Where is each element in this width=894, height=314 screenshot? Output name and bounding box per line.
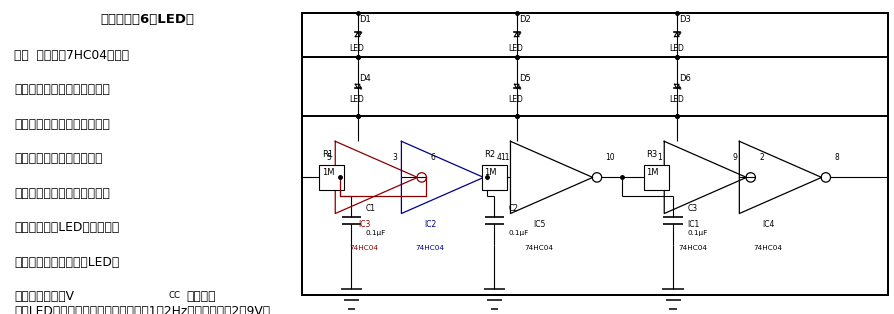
Text: 出，所以倒相器不断地按顺序: 出，所以倒相器不断地按顺序 xyxy=(14,187,110,200)
Text: 74HC04: 74HC04 xyxy=(350,245,378,251)
Text: 个相邻接的门总有相同的输: 个相邻接的门总有相同的输 xyxy=(14,152,103,165)
Text: C1: C1 xyxy=(366,203,375,213)
Text: CC: CC xyxy=(168,291,180,300)
Text: 0.1μF: 0.1μF xyxy=(509,230,529,236)
Text: 改变状态，使LED依次逐个点: 改变状态，使LED依次逐个点 xyxy=(14,221,120,234)
Bar xyxy=(644,165,669,190)
Text: 1M: 1M xyxy=(322,168,334,177)
Text: 9: 9 xyxy=(732,153,737,162)
Text: 74HC04: 74HC04 xyxy=(416,245,444,251)
Text: 74HC04: 74HC04 xyxy=(679,245,707,251)
Bar xyxy=(482,165,507,190)
Bar xyxy=(302,13,888,295)
Text: 闪烁速率，接在V: 闪烁速率，接在V xyxy=(14,290,74,303)
Text: 限制LED的电流。此电路的循环周期约1～2Hz，工作电压为2～9V。: 限制LED的电流。此电路的循环周期约1～2Hz，工作电压为2～9V。 xyxy=(14,305,270,314)
Text: D4: D4 xyxy=(359,74,371,83)
Text: C3: C3 xyxy=(687,203,697,213)
Text: 11: 11 xyxy=(500,153,510,162)
Text: LED: LED xyxy=(509,44,524,52)
Text: 74HC04: 74HC04 xyxy=(754,245,782,251)
Text: 的电阻可: 的电阻可 xyxy=(186,290,215,303)
Text: R1: R1 xyxy=(322,149,333,159)
Text: 2: 2 xyxy=(759,153,764,162)
Text: 奇数倒相器是不稳定电路，两: 奇数倒相器是不稳定电路，两 xyxy=(14,118,110,131)
Text: 电路  本电路将7HC04接成环: 电路 本电路将7HC04接成环 xyxy=(14,49,130,62)
Text: D1: D1 xyxy=(359,14,371,24)
Text: IC1: IC1 xyxy=(687,220,699,229)
Text: LED: LED xyxy=(350,95,365,104)
Text: 10: 10 xyxy=(605,153,615,162)
Text: IC2: IC2 xyxy=(424,220,436,229)
Text: 1M: 1M xyxy=(485,168,497,177)
Text: 3: 3 xyxy=(392,153,397,162)
Text: 路。在环路中，连接在一起的: 路。在环路中，连接在一起的 xyxy=(14,83,110,96)
Text: IC3: IC3 xyxy=(358,220,370,229)
Text: IC4: IC4 xyxy=(762,220,774,229)
Text: 1M: 1M xyxy=(646,168,659,177)
Text: LED: LED xyxy=(669,95,684,104)
Text: R2: R2 xyxy=(485,149,495,159)
Text: R3: R3 xyxy=(646,149,657,159)
Text: 6: 6 xyxy=(430,153,435,162)
Text: 4: 4 xyxy=(496,153,502,162)
Text: D5: D5 xyxy=(519,74,530,83)
Text: IC5: IC5 xyxy=(533,220,545,229)
Bar xyxy=(319,165,344,190)
Text: LED: LED xyxy=(669,44,684,52)
Text: 8: 8 xyxy=(834,153,839,162)
Text: 0.1μF: 0.1μF xyxy=(366,230,386,236)
Text: LED: LED xyxy=(350,44,365,52)
Text: LED: LED xyxy=(509,95,524,104)
Text: 亮。电阻和电容可控制LED的: 亮。电阻和电容可控制LED的 xyxy=(14,256,120,269)
Text: 5: 5 xyxy=(326,153,331,162)
Text: 74HC04: 74HC04 xyxy=(525,245,553,251)
Text: 1: 1 xyxy=(657,153,662,162)
Text: D6: D6 xyxy=(679,74,691,83)
Text: 0.1μF: 0.1μF xyxy=(687,230,708,236)
Text: 接顺序点亮6个LED的: 接顺序点亮6个LED的 xyxy=(100,13,195,25)
Text: D3: D3 xyxy=(679,14,691,24)
Text: D2: D2 xyxy=(519,14,530,24)
Text: C2: C2 xyxy=(509,203,519,213)
